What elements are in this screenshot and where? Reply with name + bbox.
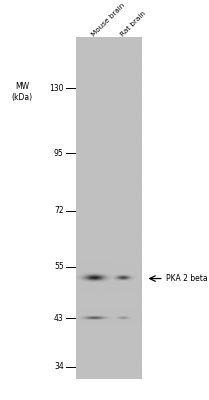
- Text: PKA 2 beta: PKA 2 beta: [166, 274, 207, 283]
- Text: 34: 34: [54, 362, 64, 371]
- Text: MW
(kDa): MW (kDa): [11, 82, 32, 102]
- Text: 72: 72: [54, 206, 64, 216]
- Text: 130: 130: [49, 84, 64, 93]
- Text: 95: 95: [54, 149, 64, 158]
- Text: 43: 43: [54, 314, 64, 322]
- Text: Rat brain: Rat brain: [119, 10, 147, 38]
- Text: 55: 55: [54, 262, 64, 271]
- Bar: [76, 38, 142, 380]
- Text: Mouse brain: Mouse brain: [90, 2, 126, 38]
- Bar: [76, 38, 142, 380]
